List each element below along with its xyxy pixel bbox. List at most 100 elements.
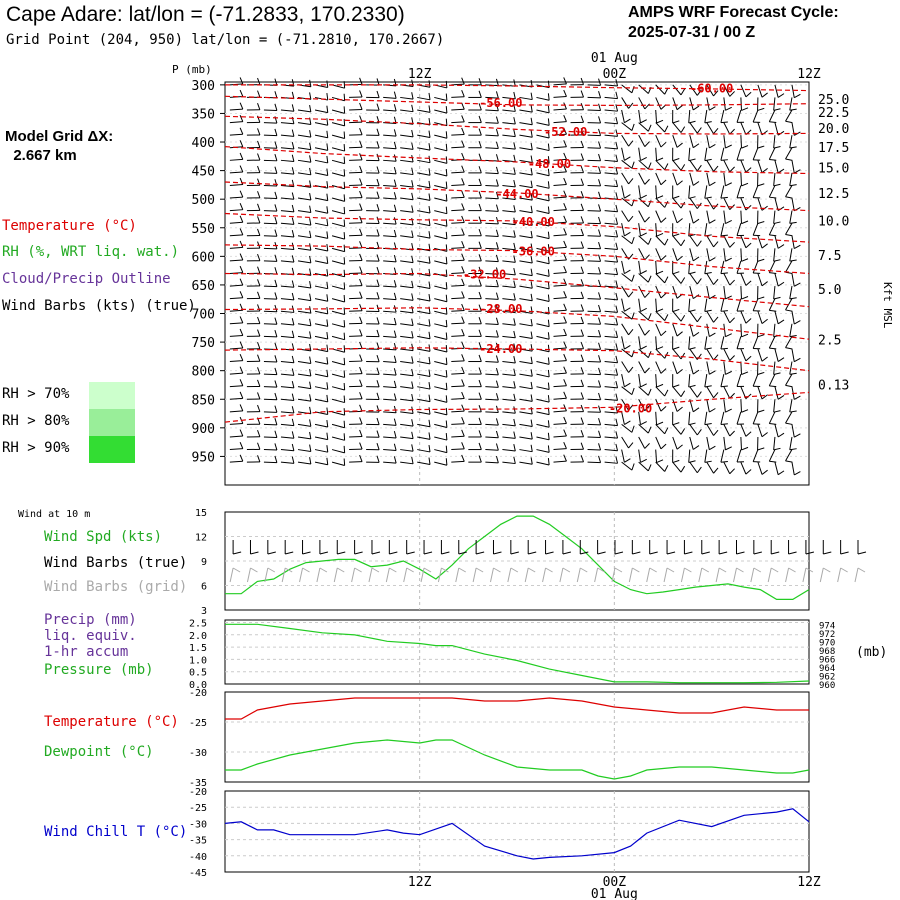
wind-barb-shaft <box>638 436 646 449</box>
wind-barb-shaft <box>740 424 747 437</box>
wind-barb-flag <box>359 216 363 223</box>
wind-barb-shaft <box>297 436 311 440</box>
wind-barb-flag <box>741 446 749 451</box>
wind-barb-flag <box>547 432 550 440</box>
wind-barb-shaft <box>417 373 431 377</box>
wind-barb-flag <box>257 341 261 349</box>
wind-barb-flag <box>326 231 329 239</box>
wind-barb-flag <box>326 105 329 113</box>
wind-barb-flag <box>615 456 619 464</box>
wind-barb-flag <box>530 117 533 125</box>
wind-barb-flag <box>680 315 686 322</box>
wind-barb-shaft <box>757 348 763 362</box>
wind10-grid-barb-shaft <box>559 567 564 583</box>
wind-barb-flag <box>789 108 797 111</box>
wind-barb-flag <box>393 229 397 237</box>
wind-barb-shaft <box>229 334 243 337</box>
wind-barb-shaft <box>297 386 311 390</box>
wind-barb-shaft <box>519 323 533 327</box>
wind-barb-shaft <box>485 386 499 388</box>
wind-barb-shaft <box>434 222 448 227</box>
wind-barb-shaft <box>621 273 633 282</box>
wind-barb-flag <box>725 333 732 338</box>
wind-barb-shaft <box>604 172 618 175</box>
wind-barb-flag <box>461 354 465 362</box>
wind-barb-flag <box>461 90 465 97</box>
wind10-barbs-grid <box>229 567 866 583</box>
wind-barb-shaft <box>519 298 533 302</box>
wind-barb-flag <box>580 115 585 123</box>
wind-barb-flag <box>274 216 278 224</box>
wind-barb-shaft <box>704 185 708 199</box>
wind-barb-flag <box>615 116 619 124</box>
wind-barb-shaft <box>752 109 759 123</box>
wind-barb-flag <box>393 317 397 325</box>
wind-barb-flag <box>257 153 261 161</box>
wind-barb-flag <box>513 368 516 376</box>
wind-barb-flag <box>598 342 602 350</box>
wind-barb-flag <box>411 92 414 100</box>
wind-barb-shaft <box>485 260 499 263</box>
wind-barb-flag <box>461 316 465 324</box>
wind-barb-flag <box>713 241 719 248</box>
wind10-grid-barb-shaft <box>299 567 304 583</box>
wind-barb-flag <box>376 292 380 300</box>
wind-barb-shaft <box>655 185 658 199</box>
wind-barb-flag <box>359 392 363 399</box>
wind-barb-shaft <box>536 247 550 252</box>
wind-barb-shaft <box>621 424 633 433</box>
wind-barb-shaft <box>621 197 633 207</box>
wind-barb-shaft <box>434 436 448 441</box>
temperature-frame <box>224 691 810 783</box>
wind-barb-flag <box>359 329 363 337</box>
wind10-grid-barb-shaft <box>611 567 616 583</box>
wind-barb-shaft <box>229 322 243 325</box>
wind10-grid-barb-flag <box>701 567 710 573</box>
wind-barb-flag <box>274 443 278 451</box>
wind10-grid-barb-shaft <box>802 567 807 583</box>
wind-barb-shaft <box>400 235 414 238</box>
wind10-barb-flag <box>805 551 815 555</box>
wind-barb-flag <box>745 431 752 437</box>
wind10-barb-flag <box>597 551 606 555</box>
wind-barb-flag <box>274 78 278 86</box>
pressure-axis-label: P (mb) <box>172 63 212 76</box>
wind-barb-flag <box>640 307 647 312</box>
wind-barb-flag <box>745 469 752 475</box>
wind-barb-flag <box>461 240 465 248</box>
legend-pressure: Pressure (mb) <box>44 662 154 678</box>
wind10-grid-barb-shaft <box>420 567 425 583</box>
wind-barb-flag <box>461 203 465 211</box>
wind-barb-flag <box>530 444 533 452</box>
wind-barb-shaft <box>229 372 243 375</box>
wind-barb-flag <box>680 239 686 247</box>
wind-barb-shaft <box>485 411 499 414</box>
wind-barb-shaft <box>638 411 641 425</box>
wind-barb-flag <box>725 106 732 111</box>
wind-barb-shaft <box>314 197 328 202</box>
wind-barb-flag <box>580 455 585 463</box>
wind-barb-flag <box>547 445 550 453</box>
wind-barb-flag <box>495 267 499 275</box>
wind-barb-flag <box>615 179 619 187</box>
wind-barb-flag <box>547 118 550 126</box>
wind-barb-flag <box>729 279 735 286</box>
wind-barb-shaft <box>297 310 311 314</box>
wind-barb-flag <box>547 231 550 239</box>
wind-barb-flag <box>628 102 634 109</box>
wind-barb-flag <box>598 443 602 451</box>
wind-barb-shaft <box>740 348 747 362</box>
wind-barb-flag <box>615 380 619 388</box>
wind-barb-flag <box>513 280 516 288</box>
wind-barb-flag <box>411 331 414 339</box>
wind-barb-shaft <box>297 197 311 201</box>
wind-barb-flag <box>326 193 329 201</box>
wind-barb-shaft <box>383 159 397 162</box>
wind-barb-shaft <box>417 147 431 151</box>
wind10-barb-flag <box>406 551 415 555</box>
wind-barb-shaft <box>704 260 708 274</box>
precip-pressure-tick-label: 1.0 <box>189 655 207 666</box>
wind-barb-shaft <box>485 184 499 187</box>
wind-barb-shaft <box>331 134 345 139</box>
wind-barb-flag <box>445 118 448 126</box>
